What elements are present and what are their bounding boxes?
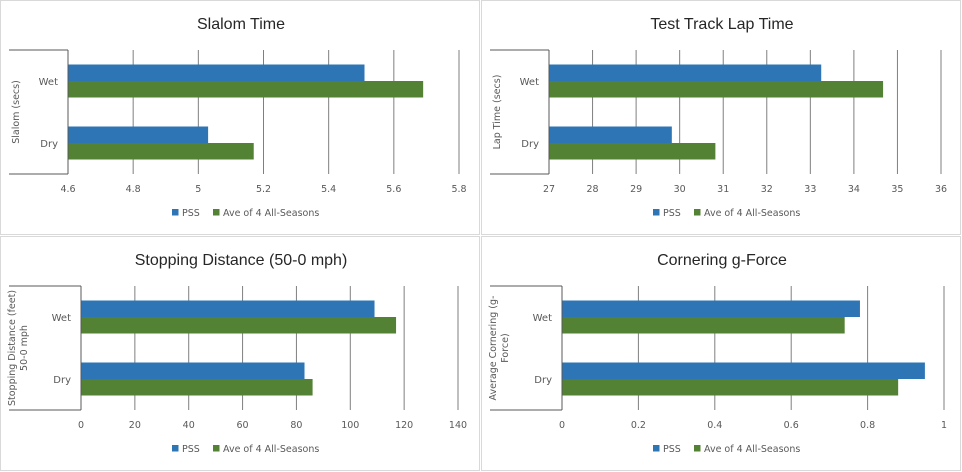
x-tick-label: 140 xyxy=(449,420,467,431)
legend-swatch xyxy=(172,445,179,452)
x-tick-label: 5.2 xyxy=(256,184,271,195)
x-tick-label: 34 xyxy=(848,184,860,195)
chart-title: Slalom Time xyxy=(197,16,285,33)
category-label: Dry xyxy=(521,139,539,150)
legend-swatch xyxy=(172,209,179,216)
chart-title: Test Track Lap Time xyxy=(650,16,793,33)
chart-title: Cornering g-Force xyxy=(657,252,787,269)
legend-label: Ave of 4 All-Seasons xyxy=(704,444,800,455)
category-label: Dry xyxy=(534,375,552,386)
bar-wet-ave-all-seasons xyxy=(68,81,424,98)
chart-svg: Test Track Lap Time 27 28 29 30 31 32 33 34 35 36 W… xyxy=(490,16,947,219)
category-label: Dry xyxy=(53,375,71,386)
x-tick-label: 27 xyxy=(543,184,555,195)
bar-dry-pss xyxy=(81,362,305,379)
bar-dry-ave-all-seasons xyxy=(562,379,899,396)
x-tick-label: 0 xyxy=(559,420,565,431)
legend-label: Ave of 4 All-Seasons xyxy=(704,208,800,219)
legend-label: PSS xyxy=(663,208,681,219)
x-tick-label: 29 xyxy=(630,184,642,195)
y-axis-title: Lap Time (secs) xyxy=(492,75,503,150)
y-axis-title: Slalom (secs) xyxy=(11,80,22,144)
x-tick-label: 0.6 xyxy=(784,420,799,431)
legend-swatch xyxy=(653,445,660,452)
x-tick-label: 5.8 xyxy=(451,184,466,195)
y-axis-title: Average Cornering (g- xyxy=(488,296,499,401)
legend-label: Ave of 4 All-Seasons xyxy=(223,444,319,455)
x-tick-label: 36 xyxy=(935,184,947,195)
chart-title: Stopping Distance (50-0 mph) xyxy=(135,252,348,269)
bar-wet-pss xyxy=(562,300,860,317)
bar-dry-pss xyxy=(549,126,672,143)
legend-label: PSS xyxy=(663,444,681,455)
chart-svg: Cornering g-Force 0 0.2 0.4 0.6 0.8 1 Wet Dry Ave… xyxy=(488,252,947,455)
legend-swatch xyxy=(694,209,701,216)
bar-wet-pss xyxy=(68,64,365,81)
legend-swatch xyxy=(213,209,220,216)
x-tick-label: 31 xyxy=(717,184,729,195)
x-tick-label: 5.6 xyxy=(386,184,401,195)
x-tick-label: 60 xyxy=(237,420,249,431)
x-tick-label: 1 xyxy=(941,420,947,431)
bar-wet-pss xyxy=(549,64,822,81)
x-tick-label: 32 xyxy=(761,184,773,195)
x-tick-label: 100 xyxy=(341,420,359,431)
legend-swatch xyxy=(213,445,220,452)
bar-dry-ave-all-seasons xyxy=(68,143,254,160)
bar-wet-ave-all-seasons xyxy=(562,317,845,334)
bar-dry-pss xyxy=(562,362,925,379)
chart-test-track-lap-time: Test Track Lap Time 27 28 29 30 31 32 33 34 35 36 W… xyxy=(481,0,961,235)
bar-wet-ave-all-seasons xyxy=(549,81,884,98)
x-tick-label: 4.8 xyxy=(126,184,141,195)
x-tick-label: 0 xyxy=(78,420,84,431)
legend-swatch xyxy=(653,209,660,216)
x-tick-label: 4.6 xyxy=(60,184,75,195)
x-tick-label: 5 xyxy=(195,184,201,195)
category-label: Wet xyxy=(52,313,71,324)
x-tick-label: 120 xyxy=(395,420,413,431)
bar-wet-ave-all-seasons xyxy=(81,317,397,334)
legend-label: Ave of 4 All-Seasons xyxy=(223,208,319,219)
chart-slalom-time: Slalom Time 4.6 4.8 5 5.2 5.4 5.6 5.8 Wet Dry Slal… xyxy=(0,0,480,235)
y-axis-title: 50-0 mph xyxy=(19,325,30,371)
x-tick-label: 0.2 xyxy=(631,420,646,431)
chart-cornering-g-force: Cornering g-Force 0 0.2 0.4 0.6 0.8 1 Wet Dry Ave… xyxy=(481,236,961,471)
y-axis-title: Stopping Distance (feet) xyxy=(7,290,18,406)
x-tick-label: 20 xyxy=(129,420,141,431)
category-label: Dry xyxy=(40,139,58,150)
legend-label: PSS xyxy=(182,208,200,219)
x-tick-label: 30 xyxy=(674,184,686,195)
bar-dry-pss xyxy=(68,126,209,143)
x-tick-label: 35 xyxy=(891,184,903,195)
bar-dry-ave-all-seasons xyxy=(81,379,313,396)
bar-dry-ave-all-seasons xyxy=(549,143,716,160)
x-tick-label: 80 xyxy=(290,420,302,431)
category-label: Wet xyxy=(39,77,58,88)
y-axis-title: Force) xyxy=(500,333,511,362)
x-tick-label: 0.4 xyxy=(707,420,722,431)
chart-svg: Slalom Time 4.6 4.8 5 5.2 5.4 5.6 5.8 Wet Dry Slal… xyxy=(9,16,467,219)
x-tick-label: 40 xyxy=(183,420,195,431)
x-tick-label: 5.4 xyxy=(321,184,336,195)
legend-label: PSS xyxy=(182,444,200,455)
category-label: Wet xyxy=(533,313,552,324)
x-tick-label: 28 xyxy=(587,184,599,195)
category-label: Wet xyxy=(520,77,539,88)
chart-stopping-distance: Stopping Distance (50-0 mph) 0 20 40 60 80 100… xyxy=(0,236,480,471)
chart-svg: Stopping Distance (50-0 mph) 0 20 40 60 80 100… xyxy=(7,252,467,455)
legend-swatch xyxy=(694,445,701,452)
x-tick-label: 0.8 xyxy=(860,420,875,431)
bar-wet-pss xyxy=(81,300,375,317)
x-tick-label: 33 xyxy=(804,184,816,195)
